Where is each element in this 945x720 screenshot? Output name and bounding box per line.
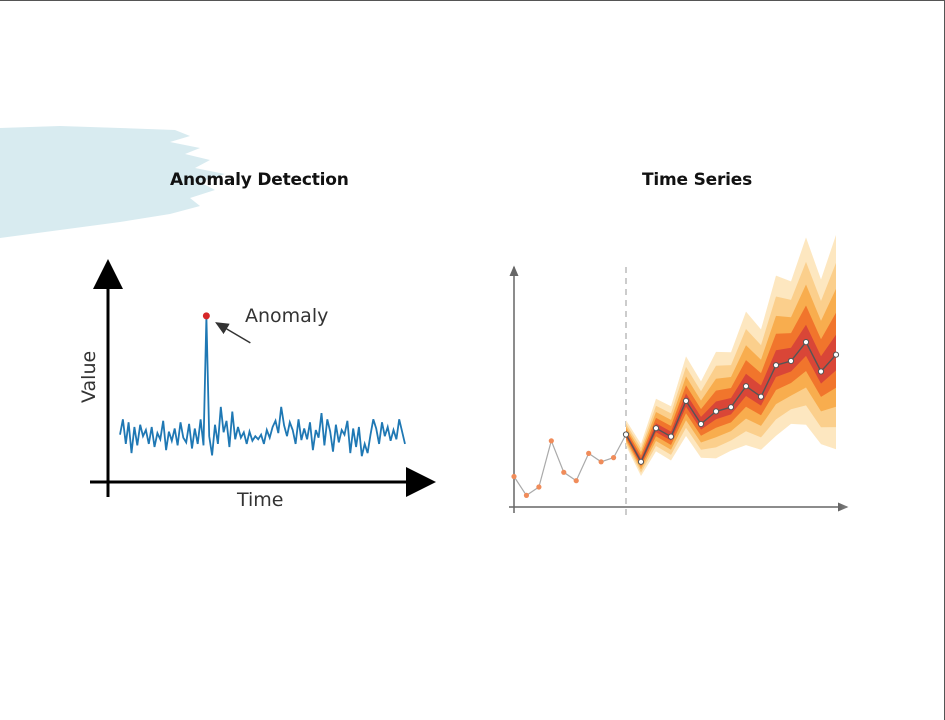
forecast-point <box>742 383 750 390</box>
forecast-point <box>727 404 735 411</box>
y-axis-label: Value <box>78 351 100 403</box>
forecast-series <box>622 339 840 465</box>
forecast-point <box>712 408 720 415</box>
forecast-panel-title: Time Series <box>642 170 753 190</box>
forecast-point <box>817 368 825 375</box>
history-point <box>573 478 579 484</box>
history-series <box>511 434 627 498</box>
forecast-point <box>637 458 645 465</box>
x-axis-label: Time <box>236 489 284 511</box>
history-line <box>513 434 627 497</box>
forecast-point <box>802 339 810 346</box>
history-point <box>610 455 617 461</box>
anomaly-arrow <box>215 322 251 344</box>
history-point <box>548 438 554 444</box>
forecast-point <box>787 357 795 365</box>
history-point <box>586 450 592 456</box>
forecast-point <box>697 420 705 428</box>
forecast-point <box>772 362 780 369</box>
anomaly-chart: Anomaly Time Value <box>78 259 436 511</box>
history-point <box>523 492 530 498</box>
forecast-point <box>682 397 690 404</box>
history-point <box>536 484 542 490</box>
forecast-point <box>667 433 675 440</box>
forecast-point <box>757 393 765 400</box>
history-point <box>511 473 517 480</box>
brush-stroke-decoration <box>0 126 225 238</box>
forecast-point <box>832 351 840 358</box>
anomaly-panel-title: Anomaly Detection <box>170 170 349 190</box>
anomaly-label: Anomaly <box>245 305 328 327</box>
history-point <box>561 469 567 475</box>
top-border <box>0 0 945 1</box>
forecast-chart <box>509 235 886 517</box>
band-fade-overlay <box>626 275 886 515</box>
history-point <box>598 459 604 465</box>
forecast-point <box>652 425 660 432</box>
forecast-point <box>622 431 630 438</box>
value-series-line <box>119 316 406 457</box>
anomaly-point <box>202 312 210 320</box>
